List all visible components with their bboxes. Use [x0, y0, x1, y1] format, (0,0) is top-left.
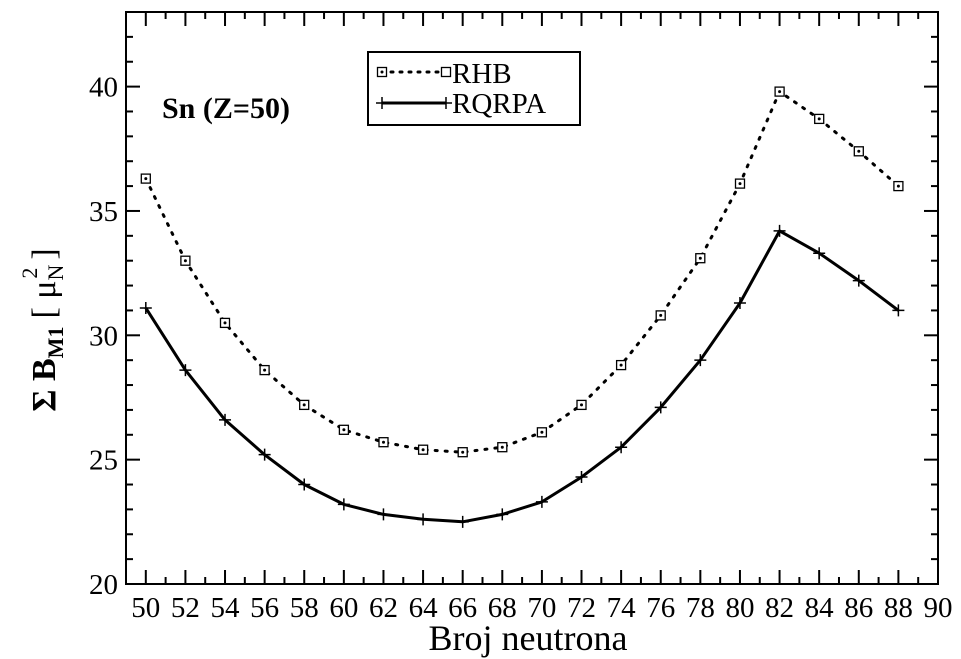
y-axis-label-unit-sup: 2 [17, 268, 42, 279]
data-point-rqrpa [892, 304, 905, 317]
y-axis-label-unit-sub: N [43, 264, 68, 280]
data-point-rqrpa [298, 478, 311, 491]
y-tick-label: 40 [89, 72, 118, 104]
data-point-rhb [259, 364, 270, 376]
data-point-rhb [457, 447, 468, 458]
data-point-rhb [219, 317, 231, 329]
data-point-rhb [615, 359, 627, 371]
legend-box [367, 51, 581, 126]
data-point-rhb [140, 173, 151, 184]
data-point-rqrpa [258, 448, 271, 461]
data-point-rqrpa [456, 515, 469, 528]
data-point-rhb [378, 437, 389, 448]
legend-label-rhb: RHB [452, 58, 512, 90]
x-tick-label: 70 [527, 592, 556, 624]
x-tick-label: 78 [686, 592, 715, 624]
series-line-rqrpa [144, 229, 900, 524]
x-tick-label: 52 [171, 592, 200, 624]
x-tick-label: 58 [290, 592, 319, 624]
x-axis-label: Broj neutrona [429, 618, 628, 658]
data-point-rhb [180, 255, 191, 266]
ticks-layer: 50 52 54 56 58 60 62 64 66 68 70 72 74 76 78 80 82 84 86 88… [89, 11, 953, 624]
x-tick-label: 68 [488, 592, 517, 624]
x-tick-label: 60 [329, 592, 358, 624]
data-point-rhb [655, 310, 666, 321]
x-tick-label: 54 [211, 592, 241, 624]
x-tick-label: 56 [250, 592, 279, 624]
data-point-rqrpa [337, 498, 350, 511]
y-tick-label: 35 [89, 196, 118, 228]
x-tick-label: 76 [646, 592, 675, 624]
legend-label-rqrpa: RQRPA [452, 88, 546, 120]
x-tick-label: 64 [409, 592, 439, 624]
data-point-rqrpa [575, 471, 588, 484]
x-tick-label: 84 [805, 592, 835, 624]
data-point-rhb [497, 442, 508, 453]
x-tick-label: 88 [884, 592, 913, 624]
legend-marker-rhb-end [440, 66, 452, 78]
legend-marker-rhb-start [376, 66, 388, 78]
y-axis-label-subscript: M1 [43, 327, 68, 359]
x-tick-label: 66 [448, 592, 477, 624]
y-axis-label: Σ BM1 [ μN2] [17, 248, 68, 411]
x-tick-label: 74 [607, 592, 637, 624]
data-point-rqrpa [417, 513, 430, 526]
y-tick-label: 30 [89, 320, 118, 352]
legend-marker-rqrpa-end [440, 97, 452, 109]
data-point-rqrpa [733, 296, 746, 309]
data-point-rqrpa [852, 274, 865, 287]
x-tick-label: 82 [765, 592, 794, 624]
data-point-rhb [417, 444, 429, 455]
data-point-rhb [774, 86, 785, 97]
data-point-rqrpa [496, 508, 509, 521]
series-line-rhb [144, 90, 900, 454]
data-point-rqrpa [654, 401, 667, 414]
x-tick-label: 80 [725, 592, 754, 624]
data-point-rhb [338, 424, 350, 435]
x-tick-label: 62 [369, 592, 398, 624]
x-tick-label: 86 [844, 592, 873, 624]
data-point-rqrpa [535, 495, 548, 508]
data-point-rqrpa [219, 413, 232, 426]
data-point-rqrpa [179, 364, 192, 377]
data-point-rhb [576, 399, 587, 411]
x-tick-label: 50 [131, 592, 160, 624]
data-point-rhb [299, 399, 310, 411]
data-point-rhb [814, 113, 825, 125]
y-axis-label-unit-close: ] [26, 248, 63, 259]
y-axis-label-symbol: Σ B [26, 358, 63, 411]
data-point-rhb [536, 427, 548, 438]
data-point-rhb [893, 180, 904, 192]
data-point-rqrpa [377, 508, 390, 521]
legend: RHB RQRPA [367, 51, 581, 126]
y-tick-label: 20 [89, 569, 118, 601]
data-point-rhb [734, 178, 746, 189]
plot-frame [125, 11, 939, 585]
data-point-rhb [853, 146, 864, 157]
series-layer [139, 86, 905, 528]
data-point-rqrpa [694, 354, 707, 367]
annotation-label: Sn (Z=50) [162, 92, 290, 125]
data-point-rhb [695, 253, 706, 264]
x-tick-label: 90 [924, 592, 953, 624]
data-point-rqrpa [615, 441, 628, 454]
svg-text:Σ BM1[ μN2]: Σ BM1 [ μN2] [17, 248, 68, 411]
data-point-rqrpa [773, 224, 786, 237]
y-axis-label-unit-open: [ μ [26, 280, 63, 318]
data-point-rqrpa [813, 247, 826, 260]
y-tick-label: 25 [89, 445, 118, 477]
legend-marker-rqrpa-start [376, 97, 388, 109]
x-tick-label: 72 [567, 592, 596, 624]
data-point-rqrpa [139, 301, 152, 314]
